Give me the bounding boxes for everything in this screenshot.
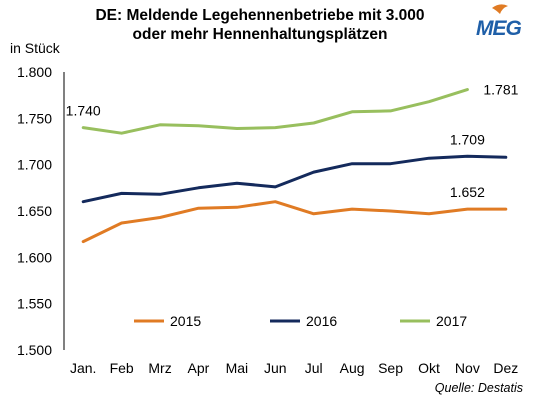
legend-label-2016: 2016	[306, 313, 337, 329]
x-tick-label: Dez	[493, 360, 518, 376]
data-label-2016: 1.709	[450, 131, 485, 147]
x-tick-label: Mrz	[148, 360, 171, 376]
data-label-2017: 1.740	[66, 103, 101, 119]
y-tick-label: 1.600	[17, 249, 52, 265]
x-tick-label: Nov	[455, 360, 480, 376]
source-note: Quelle: Destatis	[435, 381, 523, 395]
y-tick-label: 1.500	[17, 342, 52, 358]
x-tick-label: Jul	[305, 360, 323, 376]
x-tick-label: Feb	[110, 360, 134, 376]
x-tick-label: Mai	[226, 360, 249, 376]
series-lines	[81, 88, 508, 244]
legend: 2015 2016 2017	[134, 313, 467, 329]
data-label-2015: 1.652	[450, 184, 485, 200]
y-tick-label: 1.550	[17, 296, 52, 312]
data-label-end-2017: 1.781	[483, 82, 518, 98]
chart-title-line2: oder mehr Hennenhaltungsplätzen	[132, 26, 388, 43]
x-tick-label: Jun	[264, 360, 287, 376]
y-tick-label: 1.650	[17, 203, 52, 219]
data-labels: 1.652 1.709 1.740 1.781	[66, 82, 519, 201]
chart-title: DE: Meldende Legehennenbetriebe mit 3.00…	[60, 6, 460, 44]
chart-title-line1: DE: Meldende Legehennenbetriebe mit 3.00…	[95, 7, 425, 24]
y-tick-label: 1.800	[17, 64, 52, 80]
y-tick-label: 1.750	[17, 110, 52, 126]
x-tick-label: Apr	[188, 360, 210, 376]
x-tick-label: Jan.	[70, 360, 96, 376]
x-tick-label: Aug	[340, 360, 365, 376]
y-axis-ticks: 1.500 1.550 1.600 1.650 1.700 1.750 1.800	[17, 64, 52, 358]
series-line-2017	[81, 88, 469, 135]
y-axis-label: in Stück	[10, 40, 61, 56]
legend-label-2017: 2017	[436, 313, 467, 329]
y-tick-label: 1.700	[17, 157, 52, 173]
series-line-2016	[81, 154, 508, 204]
x-axis-ticks: Jan. Feb Mrz Apr Mai Jun Jul Aug Sep Okt Nov Dez	[70, 360, 518, 376]
logo-bird-icon	[492, 4, 508, 14]
logo-text: MEG	[476, 17, 522, 40]
x-tick-label: Okt	[418, 360, 440, 376]
series-line-2015	[81, 200, 508, 244]
meg-logo: MEG	[474, 2, 534, 42]
x-tick-label: Sep	[378, 360, 403, 376]
legend-label-2015: 2015	[170, 313, 201, 329]
